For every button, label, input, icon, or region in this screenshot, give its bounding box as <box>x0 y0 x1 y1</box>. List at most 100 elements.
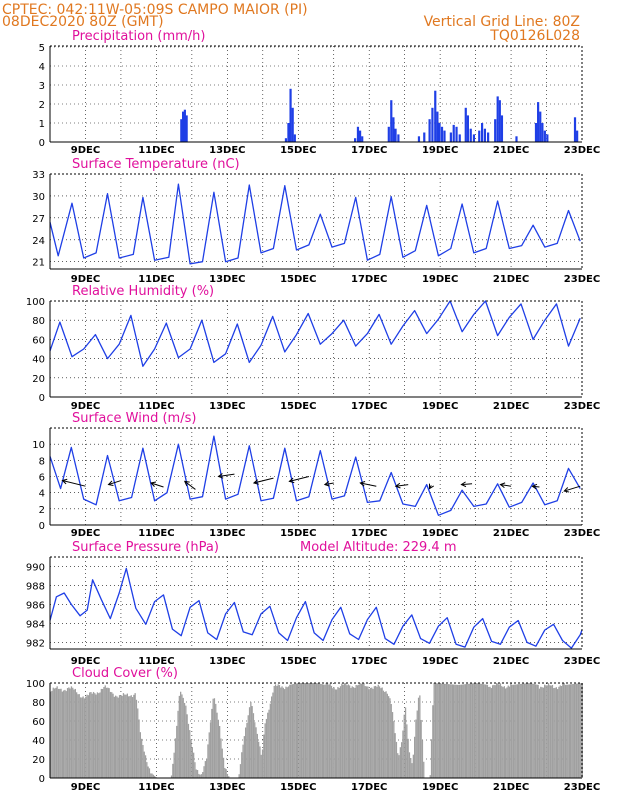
cloud-bar <box>399 747 401 778</box>
cloud-bar <box>172 763 174 778</box>
cloud-bar <box>199 774 201 778</box>
cloud-bar <box>108 688 110 778</box>
series-line <box>49 300 581 367</box>
x-tick-label: 9DEC <box>71 274 100 285</box>
y-tick-label: 0 <box>39 138 45 149</box>
precip-bar <box>464 107 467 142</box>
cloud-bar <box>346 685 348 778</box>
cloud-bar <box>209 722 212 778</box>
cloud-bar <box>380 688 382 778</box>
y-tick-label: 984 <box>26 619 45 630</box>
cloud-bar <box>524 683 526 778</box>
cloud-bar <box>241 752 243 778</box>
cloud-bar <box>360 683 362 778</box>
x-tick-label: 13DEC <box>209 782 245 793</box>
cloud-bar <box>107 687 109 778</box>
cloud-bar <box>455 684 457 778</box>
cloud-bar <box>217 719 219 778</box>
cloud-bar <box>278 685 281 778</box>
cloud-bar <box>316 683 318 778</box>
x-tick-label: 15DEC <box>280 528 316 539</box>
cloud-bar <box>103 686 105 778</box>
y-tick-label: 2 <box>39 505 45 516</box>
cloud-bar <box>64 689 66 778</box>
cloud-bar <box>239 764 242 778</box>
cloud-bar <box>118 695 121 778</box>
y-tick-label: 0 <box>39 521 45 532</box>
cloud-bar <box>472 683 474 778</box>
cloud-bar <box>303 683 305 778</box>
cloud-bar <box>207 744 209 778</box>
cloud-bar <box>222 757 225 778</box>
cloud-bar <box>550 685 552 778</box>
cloud-bar <box>243 736 245 778</box>
x-tick-label: 11DEC <box>138 145 174 156</box>
y-tick-label: 988 <box>26 581 45 592</box>
cloud-bar <box>200 774 203 778</box>
cloud-bar <box>334 689 336 778</box>
cloud-bar <box>326 683 329 778</box>
cloud-bar <box>386 693 388 778</box>
cloud-bar <box>546 685 548 778</box>
cloud-bar <box>135 699 138 778</box>
wind-arrow-head <box>428 483 434 490</box>
cloud-bar <box>499 683 502 778</box>
precip-bar <box>480 123 484 142</box>
cloud-bar <box>228 776 230 778</box>
cloud-bar <box>129 696 131 778</box>
cloud-bar <box>94 693 96 778</box>
cloud-bar <box>336 689 338 778</box>
cloud-bar <box>419 695 421 778</box>
cloud-bar <box>521 683 524 778</box>
panel-4: Surface Wind (m/s) 0 2 4 6 8 10 9DEC 11DEC 13DEC 1… <box>32 411 600 539</box>
wind-arrow <box>253 477 274 484</box>
cloud-bar <box>451 684 453 778</box>
cloud-bar <box>577 683 580 778</box>
cloud-bar <box>181 694 183 778</box>
cloud-bar <box>333 687 335 778</box>
cloud-bar <box>554 687 556 778</box>
cloud-bar <box>397 753 399 778</box>
cloud-bar <box>268 709 270 778</box>
cloud-bar <box>417 697 420 778</box>
panel-title: Precipitation (mm/h) <box>72 29 205 44</box>
cloud-bar <box>271 696 273 778</box>
cloud-bar <box>131 697 134 778</box>
cloud-bar <box>507 685 509 778</box>
cloud-bar <box>375 685 377 778</box>
panel-title: Cloud Cover (%) <box>72 666 178 681</box>
cloud-bar <box>298 683 300 778</box>
y-tick-label: 1 <box>39 119 45 130</box>
cloud-bar <box>523 683 525 778</box>
cloud-bar <box>310 683 312 778</box>
x-tick-label: 19DEC <box>422 145 458 156</box>
cloud-bar <box>99 692 101 778</box>
precip-bar <box>543 130 546 142</box>
cloud-bar <box>190 739 192 778</box>
cloud-bar <box>332 688 334 778</box>
cloud-bar <box>51 690 53 778</box>
x-tick-label: 15DEC <box>280 274 316 285</box>
precip-bar <box>291 107 294 142</box>
cloud-bar <box>304 683 307 778</box>
precip-bar <box>183 109 186 142</box>
cloud-bar <box>563 683 565 778</box>
cloud-bar <box>137 708 139 778</box>
cloud-bar <box>532 683 534 778</box>
precip-bar <box>472 134 476 142</box>
cloud-bar <box>69 688 71 778</box>
x-tick-label: 21DEC <box>493 274 529 285</box>
cloud-bar <box>87 695 89 778</box>
cloud-bar <box>384 692 386 778</box>
cloud-bar <box>261 749 264 778</box>
cloud-bar <box>293 683 295 778</box>
cloud-bar <box>85 696 87 778</box>
precip-bar <box>496 96 499 142</box>
cloud-bar <box>56 686 58 778</box>
wind-arrow-head <box>323 481 330 487</box>
cloud-bar <box>177 710 179 778</box>
cloud-bar <box>385 691 387 778</box>
cloud-bar <box>115 695 117 778</box>
cloud-bar <box>109 691 112 778</box>
x-tick-label: 23DEC <box>564 145 600 156</box>
